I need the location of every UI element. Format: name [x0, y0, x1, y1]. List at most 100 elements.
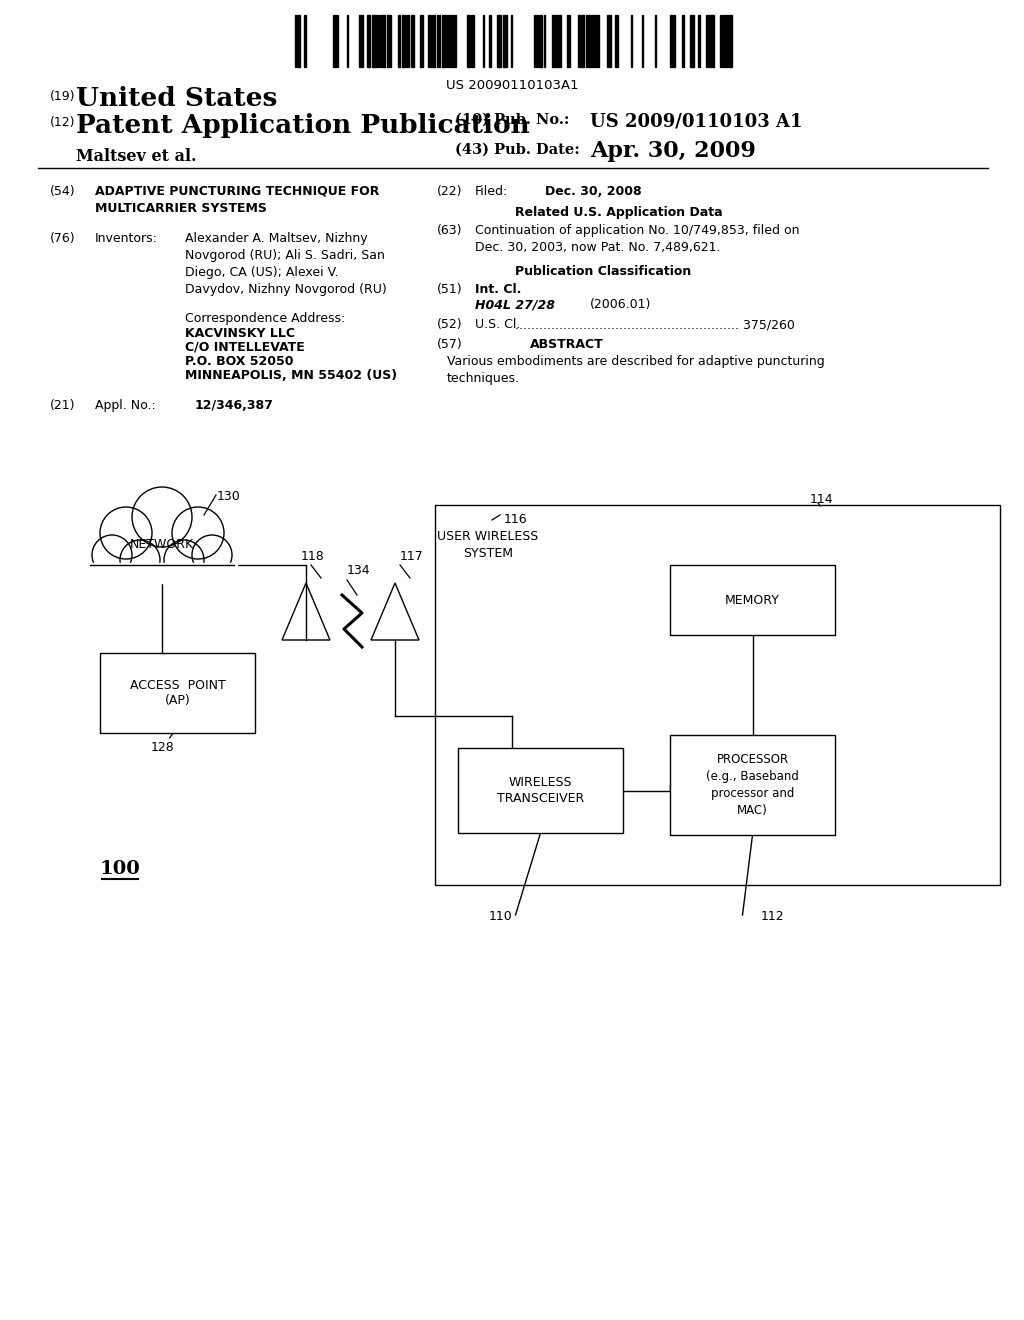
Bar: [442, 15, 445, 67]
Bar: [398, 15, 400, 67]
Text: Dec. 30, 2008: Dec. 30, 2008: [545, 185, 642, 198]
Bar: [588, 15, 591, 67]
Text: ........................................................ 375/260: ........................................…: [515, 318, 795, 331]
Circle shape: [132, 487, 193, 546]
Bar: [333, 15, 336, 67]
Text: C/O INTELLEVATE: C/O INTELLEVATE: [185, 341, 305, 354]
Text: (21): (21): [50, 399, 76, 412]
Circle shape: [120, 540, 160, 579]
Text: NETWORK: NETWORK: [130, 539, 195, 552]
Bar: [380, 15, 385, 67]
Bar: [556, 15, 561, 67]
Text: Int. Cl.: Int. Cl.: [475, 282, 521, 296]
Text: 110: 110: [488, 909, 512, 923]
Text: (12): (12): [50, 116, 76, 129]
Text: Patent Application Publication: Patent Application Publication: [76, 114, 529, 139]
Bar: [682, 15, 684, 67]
Bar: [581, 15, 584, 67]
Bar: [454, 15, 456, 67]
Bar: [361, 15, 362, 67]
Bar: [670, 15, 675, 67]
Text: WIRELESS
TRANSCEIVER: WIRELESS TRANSCEIVER: [497, 776, 584, 805]
Text: (10) Pub. No.:: (10) Pub. No.:: [455, 114, 569, 127]
Circle shape: [193, 535, 232, 576]
Text: 134: 134: [347, 564, 371, 577]
Bar: [432, 15, 435, 67]
Text: MINNEAPOLIS, MN 55402 (US): MINNEAPOLIS, MN 55402 (US): [185, 370, 397, 381]
Bar: [372, 15, 377, 67]
Bar: [539, 15, 542, 67]
Bar: [536, 15, 538, 67]
Bar: [387, 15, 389, 67]
Bar: [450, 15, 453, 67]
Bar: [609, 15, 611, 67]
Bar: [690, 15, 694, 67]
Text: Continuation of application No. 10/749,853, filed on
Dec. 30, 2003, now Pat. No.: Continuation of application No. 10/749,8…: [475, 224, 800, 253]
Bar: [595, 15, 599, 67]
Text: Apr. 30, 2009: Apr. 30, 2009: [590, 140, 756, 162]
Bar: [724, 15, 727, 67]
Bar: [435, 506, 1000, 884]
Bar: [87, 564, 237, 583]
Text: Correspondence Address:: Correspondence Address:: [185, 312, 345, 325]
Text: 12/346,387: 12/346,387: [195, 399, 273, 412]
Text: (52): (52): [437, 318, 463, 331]
Text: ABSTRACT: ABSTRACT: [530, 338, 604, 351]
Bar: [100, 653, 255, 733]
Text: 114: 114: [810, 492, 834, 506]
Text: (76): (76): [50, 232, 76, 246]
Text: 130: 130: [217, 490, 241, 503]
Bar: [567, 15, 570, 67]
Text: Appl. No.:: Appl. No.:: [95, 399, 156, 412]
Text: Various embodiments are described for adaptive puncturing
techniques.: Various embodiments are described for ad…: [447, 355, 824, 385]
Text: MEMORY: MEMORY: [725, 594, 780, 606]
Bar: [467, 15, 470, 67]
Text: (54): (54): [50, 185, 76, 198]
Circle shape: [164, 540, 204, 579]
Text: 112: 112: [761, 909, 784, 923]
Text: ACCESS  POINT
(AP): ACCESS POINT (AP): [130, 678, 225, 708]
Bar: [710, 15, 714, 67]
Bar: [489, 15, 490, 67]
Bar: [615, 15, 618, 67]
Bar: [728, 15, 732, 67]
Bar: [592, 15, 594, 67]
Text: PROCESSOR
(e.g., Baseband
processor and
MAC): PROCESSOR (e.g., Baseband processor and …: [707, 752, 799, 817]
Bar: [698, 15, 700, 67]
Bar: [552, 15, 555, 67]
Circle shape: [100, 507, 152, 558]
Text: United States: United States: [76, 86, 278, 111]
Text: Publication Classification: Publication Classification: [515, 265, 691, 279]
Bar: [670, 735, 835, 836]
Text: Filed:: Filed:: [475, 185, 508, 198]
Bar: [420, 15, 423, 67]
Bar: [428, 15, 431, 67]
Circle shape: [92, 535, 132, 576]
Text: (57): (57): [437, 338, 463, 351]
Text: 116: 116: [504, 513, 527, 525]
Text: (63): (63): [437, 224, 463, 238]
Text: (43) Pub. Date:: (43) Pub. Date:: [455, 143, 580, 157]
Text: ADAPTIVE PUNCTURING TECHNIQUE FOR
MULTICARRIER SYSTEMS: ADAPTIVE PUNCTURING TECHNIQUE FOR MULTIC…: [95, 185, 379, 215]
Bar: [367, 15, 370, 67]
Bar: [578, 15, 580, 67]
Bar: [497, 15, 501, 67]
Bar: [406, 15, 409, 67]
Text: (51): (51): [437, 282, 463, 296]
Text: (19): (19): [50, 90, 76, 103]
Bar: [402, 15, 406, 67]
Text: 118: 118: [301, 550, 325, 564]
Text: Related U.S. Application Data: Related U.S. Application Data: [515, 206, 723, 219]
Text: 128: 128: [151, 741, 174, 754]
Text: Maltsev et al.: Maltsev et al.: [76, 148, 197, 165]
Bar: [297, 15, 300, 67]
Bar: [670, 565, 835, 635]
Bar: [503, 15, 507, 67]
Text: (22): (22): [437, 185, 463, 198]
Text: Inventors:: Inventors:: [95, 232, 158, 246]
Text: KACVINSKY LLC: KACVINSKY LLC: [185, 327, 295, 341]
Bar: [411, 15, 414, 67]
Bar: [458, 748, 623, 833]
Text: Alexander A. Maltsev, Nizhny
Novgorod (RU); Ali S. Sadri, San
Diego, CA (US); Al: Alexander A. Maltsev, Nizhny Novgorod (R…: [185, 232, 387, 296]
Text: USER WIRELESS
SYSTEM: USER WIRELESS SYSTEM: [437, 531, 539, 560]
